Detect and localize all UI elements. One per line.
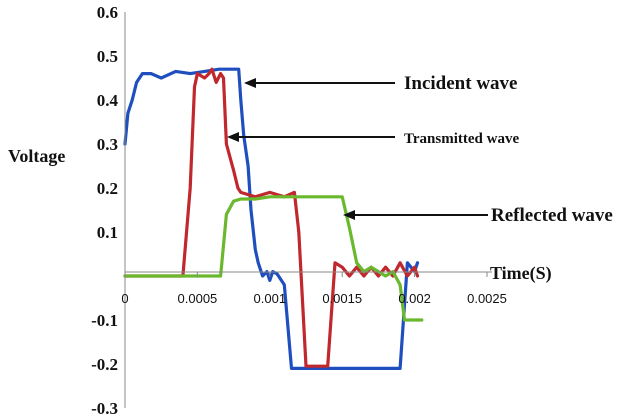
transmitted-wave-label: Transmitted wave: [404, 131, 519, 147]
x-tick-labels: 0 0.0005 0.001 0.0015 0.002 0.0025: [121, 272, 507, 306]
x-tick-label: 0.0025: [467, 291, 507, 306]
reflected-wave-label: Reflected wave: [491, 205, 613, 226]
y-tick-label: 0.2: [97, 179, 118, 198]
y-tick-label: -0.2: [91, 355, 118, 374]
annotation-layer: Incident wave Transmitted wave Reflected…: [227, 73, 613, 226]
y-tick-label: 0.1: [97, 223, 118, 242]
incident-wave-label: Incident wave: [404, 73, 517, 94]
y-axis-title: Voltage: [8, 146, 65, 166]
x-tick-label: 0: [121, 291, 128, 306]
y-tick-labels: 0.6 0.5 0.4 0.3 0.2 0.1 -0.1 -0.2 -0.3: [91, 3, 118, 417]
x-axis-title: Time(S): [490, 263, 552, 284]
x-tick-label: 0.0005: [178, 291, 218, 306]
y-tick-label: 0.3: [97, 135, 118, 154]
y-tick-label: 0.4: [97, 91, 119, 110]
x-tick-label: 0.001: [254, 291, 287, 306]
y-tick-label: -0.1: [91, 311, 118, 330]
axis-layer: [124, 12, 492, 408]
y-tick-label: -0.3: [91, 399, 118, 417]
x-tick-label: 0.0015: [322, 291, 362, 306]
y-tick-label: 0.5: [97, 47, 118, 66]
y-tick-label: 0.6: [97, 3, 118, 22]
transmitted-wave-line: [123, 67, 420, 368]
x-tick-label: 0.002: [398, 291, 431, 306]
series-layer: [123, 67, 424, 370]
incident-wave-line: [123, 67, 420, 370]
